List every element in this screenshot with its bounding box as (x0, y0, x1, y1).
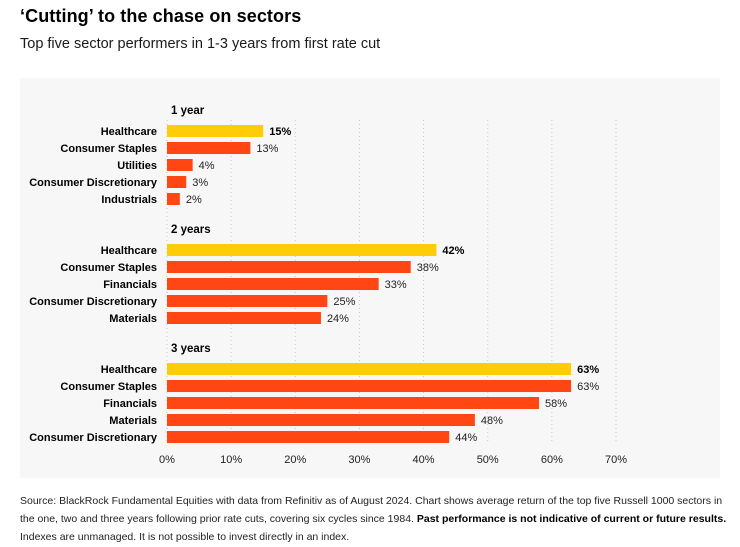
group-label: 2 years (171, 224, 211, 236)
value-label: 2% (186, 194, 202, 206)
x-axis: 0% 10% 20% 30% 40% 50% 60% 70% (159, 454, 627, 466)
category-label: Financials (103, 279, 157, 291)
category-label: Consumer Discretionary (29, 296, 158, 308)
chart-subtitle: Top five sector performers in 1-3 years … (20, 36, 381, 52)
value-label: 3% (192, 177, 208, 189)
bar (167, 397, 540, 409)
label-layer: 1 year Healthcare 15% Consumer Staples 13% Ut… (29, 105, 599, 444)
category-label: Financials (103, 398, 157, 410)
value-label: 48% (481, 415, 503, 427)
value-label: 13% (256, 143, 278, 155)
category-label: Healthcare (101, 364, 157, 376)
x-tick-label: 70% (605, 454, 627, 466)
bar-layer (167, 125, 572, 443)
bar (167, 261, 411, 273)
bar (167, 414, 475, 426)
bar (167, 142, 251, 154)
category-label: Utilities (117, 160, 157, 172)
category-label: Materials (109, 313, 157, 325)
bar (167, 312, 321, 324)
category-label: Materials (109, 415, 157, 427)
group-label: 1 year (171, 105, 205, 117)
bar (167, 380, 572, 392)
category-label: Industrials (101, 194, 157, 206)
x-tick-label: 30% (348, 454, 370, 466)
category-label: Consumer Staples (60, 143, 157, 155)
bar (167, 363, 572, 375)
category-label: Consumer Staples (60, 262, 157, 274)
value-label: 25% (333, 296, 355, 308)
category-label: Healthcare (101, 245, 157, 257)
value-label: 42% (442, 245, 464, 257)
value-label: 44% (455, 432, 477, 444)
value-label: 33% (385, 279, 407, 291)
value-label: 63% (577, 364, 599, 376)
value-label: 38% (417, 262, 439, 274)
category-label: Healthcare (101, 126, 157, 138)
bar (167, 176, 187, 188)
bar (167, 295, 328, 307)
value-label: 24% (327, 313, 349, 325)
source-text: Source: BlackRock Fundamental Equities w… (20, 495, 723, 525)
x-tick-label: 20% (284, 454, 306, 466)
chart-panel: 1 year Healthcare 15% Consumer Staples 13% Ut… (20, 78, 720, 478)
source-disclaimer: Past performance is not indicative of cu… (416, 513, 727, 525)
source-text-end: Indexes are unmanaged. It is not possibl… (20, 531, 350, 543)
x-tick-label: 40% (413, 454, 435, 466)
value-label: 63% (577, 381, 599, 393)
group-label: 3 years (171, 343, 211, 355)
x-tick-label: 50% (477, 454, 499, 466)
bar (167, 278, 379, 290)
category-label: Consumer Discretionary (29, 177, 158, 189)
bar-chart: 1 year Healthcare 15% Consumer Staples 13% Ut… (29, 105, 627, 466)
x-tick-label: 10% (220, 454, 242, 466)
x-tick-label: 0% (159, 454, 175, 466)
bar (167, 125, 264, 137)
value-label: 15% (269, 126, 291, 138)
bar (167, 431, 450, 443)
bar (167, 193, 180, 205)
category-label: Consumer Discretionary (29, 432, 158, 444)
chart-title: ‘Cutting’ to the chase on sectors (20, 6, 302, 26)
value-label: 4% (199, 160, 215, 172)
source-note: Source: BlackRock Fundamental Equities w… (20, 492, 732, 546)
bar (167, 244, 437, 256)
x-tick-label: 60% (541, 454, 563, 466)
bar (167, 159, 193, 171)
value-label: 58% (545, 398, 567, 410)
category-label: Consumer Staples (60, 381, 157, 393)
